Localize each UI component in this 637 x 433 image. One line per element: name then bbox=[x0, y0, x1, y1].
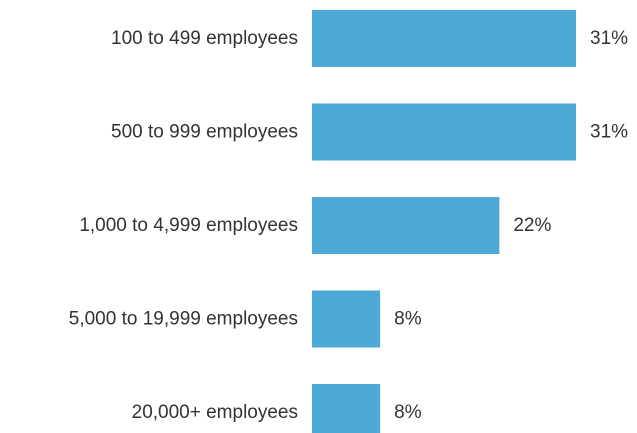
value-label: 8% bbox=[394, 402, 422, 423]
bar bbox=[312, 384, 381, 433]
category-label: 500 to 999 employees bbox=[111, 122, 298, 143]
category-label: 5,000 to 19,999 employees bbox=[69, 309, 298, 330]
value-label: 8% bbox=[394, 309, 422, 330]
value-label: 31% bbox=[590, 28, 628, 49]
bar bbox=[312, 197, 500, 254]
bar bbox=[312, 103, 576, 161]
category-label: 1,000 to 4,999 employees bbox=[79, 215, 298, 236]
category-labels: 100 to 499 employees 500 to 999 employees… bbox=[69, 28, 298, 423]
bar bbox=[312, 10, 576, 67]
bars bbox=[312, 10, 576, 433]
bar bbox=[312, 290, 381, 348]
category-label: 20,000+ employees bbox=[132, 402, 298, 423]
category-label: 100 to 499 employees bbox=[111, 28, 298, 49]
value-labels: 31% 31% 22% 8% 8% bbox=[394, 28, 628, 423]
value-label: 31% bbox=[590, 122, 628, 143]
value-label: 22% bbox=[513, 215, 551, 236]
